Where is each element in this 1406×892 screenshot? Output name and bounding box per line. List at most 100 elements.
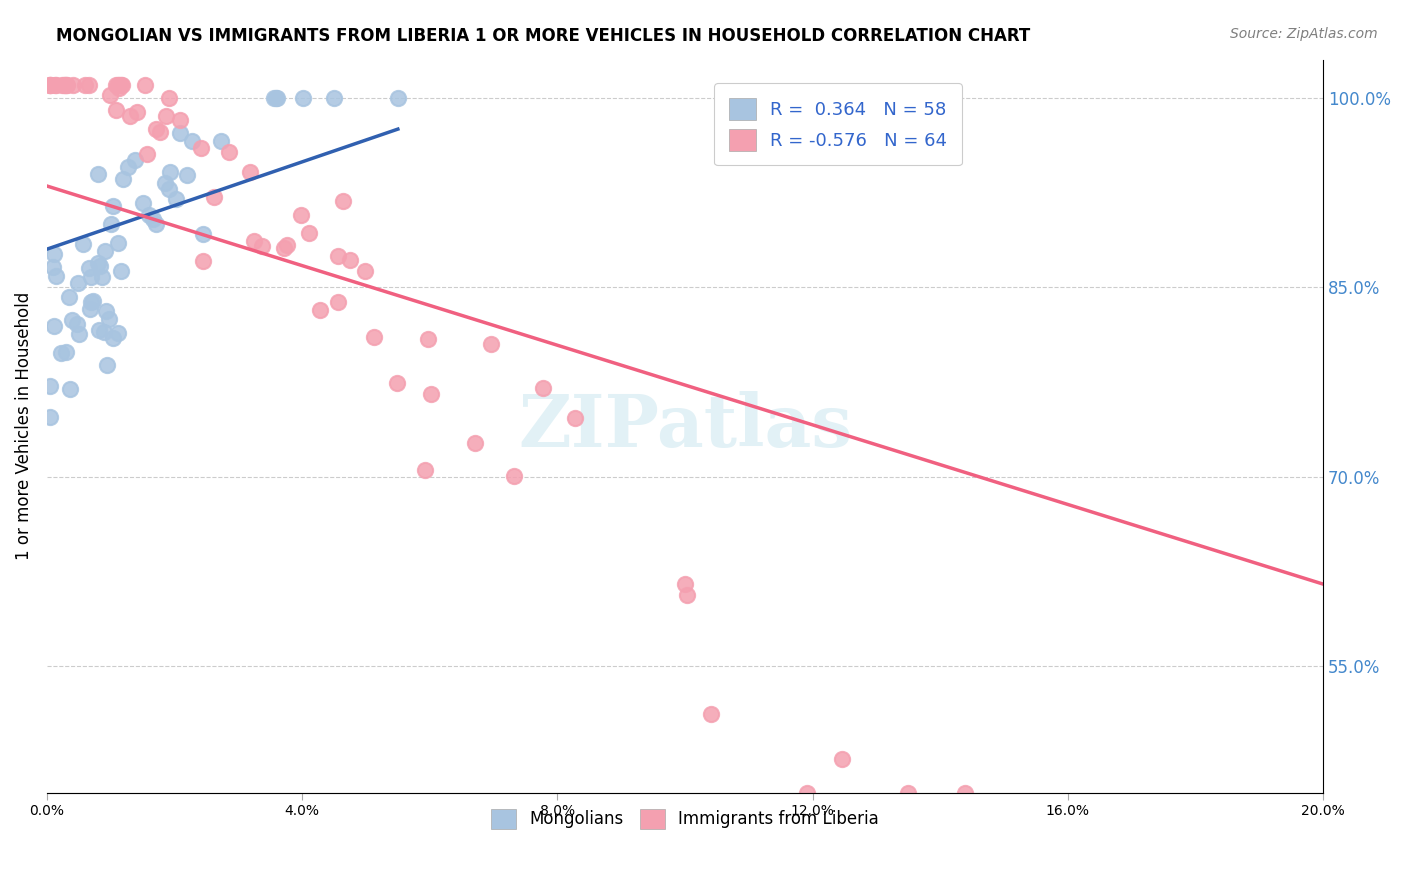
Point — [107, 78, 129, 92]
Point — [66, 277, 89, 291]
Point — [62, 78, 84, 92]
Point — [266, 90, 288, 104]
Point — [326, 295, 349, 310]
Point — [118, 109, 141, 123]
Point — [39, 379, 62, 393]
Point — [387, 90, 409, 104]
Point — [134, 78, 156, 92]
Point — [91, 270, 114, 285]
Point — [72, 237, 94, 252]
Point — [897, 786, 920, 800]
Point — [45, 269, 67, 284]
Point — [145, 122, 167, 136]
Point — [157, 182, 180, 196]
Point — [387, 376, 409, 391]
Point — [831, 752, 853, 766]
Point — [55, 344, 77, 359]
Point — [138, 208, 160, 222]
Point — [169, 113, 191, 128]
Point — [419, 387, 441, 401]
Point — [39, 78, 62, 92]
Point — [479, 337, 502, 351]
Point — [39, 78, 62, 92]
Text: ZIPatlas: ZIPatlas — [517, 391, 852, 462]
Point — [93, 244, 115, 258]
Point — [103, 199, 125, 213]
Point — [363, 330, 385, 344]
Point — [110, 264, 132, 278]
Point — [79, 301, 101, 316]
Point — [169, 126, 191, 140]
Point — [108, 78, 131, 92]
Point — [209, 134, 232, 148]
Point — [87, 256, 110, 270]
Point — [326, 249, 349, 263]
Point — [298, 226, 321, 240]
Point — [202, 190, 225, 204]
Point — [273, 241, 295, 255]
Point — [250, 239, 273, 253]
Point — [53, 78, 76, 92]
Point — [80, 269, 103, 284]
Point — [58, 290, 80, 304]
Point — [157, 91, 180, 105]
Point — [56, 78, 79, 92]
Point — [153, 177, 176, 191]
Point — [533, 381, 555, 395]
Point — [127, 104, 149, 119]
Point — [107, 235, 129, 250]
Point — [44, 247, 66, 261]
Point — [322, 90, 344, 104]
Point — [51, 78, 73, 92]
Point — [107, 326, 129, 340]
Point — [60, 313, 83, 327]
Point — [77, 260, 100, 275]
Point — [190, 141, 212, 155]
Point — [155, 109, 177, 123]
Point — [89, 260, 111, 274]
Point — [108, 81, 131, 95]
Point — [564, 411, 586, 425]
Point — [191, 227, 214, 241]
Point — [53, 78, 76, 92]
Point — [266, 90, 288, 104]
Point — [87, 167, 110, 181]
Point — [700, 707, 723, 722]
Point — [42, 319, 65, 334]
Text: Source: ZipAtlas.com: Source: ZipAtlas.com — [1230, 27, 1378, 41]
Point — [117, 161, 139, 175]
Point — [39, 409, 62, 424]
Point — [180, 134, 202, 148]
Point — [80, 294, 103, 309]
Point — [96, 358, 118, 372]
Point — [105, 78, 128, 92]
Point — [45, 78, 67, 92]
Point — [111, 78, 134, 92]
Point — [673, 577, 696, 591]
Point — [676, 588, 699, 602]
Point — [39, 78, 62, 92]
Point — [176, 168, 198, 182]
Point — [67, 327, 90, 342]
Point — [93, 325, 115, 339]
Point — [82, 293, 104, 308]
Point — [464, 436, 486, 450]
Point — [239, 164, 262, 178]
Point — [44, 78, 66, 92]
Point — [110, 78, 132, 92]
Point — [308, 302, 330, 317]
Legend: Mongolians, Immigrants from Liberia: Mongolians, Immigrants from Liberia — [484, 802, 886, 836]
Point — [292, 90, 315, 104]
Point — [59, 382, 82, 396]
Point — [142, 212, 165, 227]
Point — [111, 172, 134, 186]
Point — [953, 786, 976, 800]
Point — [77, 78, 100, 92]
Point — [105, 103, 128, 117]
Point — [243, 234, 266, 248]
Point — [132, 196, 155, 211]
Point — [136, 147, 159, 161]
Point — [276, 238, 298, 252]
Point — [100, 217, 122, 231]
Text: MONGOLIAN VS IMMIGRANTS FROM LIBERIA 1 OR MORE VEHICLES IN HOUSEHOLD CORRELATION: MONGOLIAN VS IMMIGRANTS FROM LIBERIA 1 O… — [56, 27, 1031, 45]
